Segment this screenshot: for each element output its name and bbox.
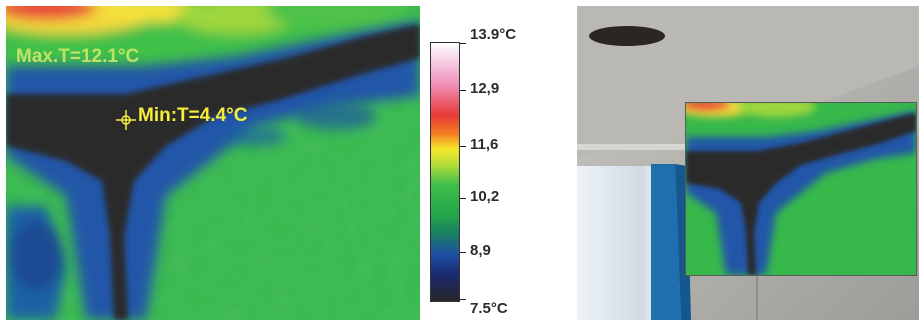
scale-label: 10,2 — [470, 188, 500, 205]
room-photo — [577, 6, 919, 320]
min-temperature-label: Min:T=4.4°C — [138, 105, 248, 126]
thermal-image: Max.T=12.1°C Min:T=4.4°C — [6, 6, 420, 320]
inset-heatmap — [686, 103, 916, 275]
scale-label: 12,9 — [470, 80, 500, 97]
scale-tick — [460, 252, 466, 253]
thermal-heatmap — [6, 6, 420, 320]
scale-tick — [460, 90, 466, 91]
scale-label: 11,6 — [470, 136, 499, 153]
scale-tick — [460, 198, 466, 199]
max-temperature-label: Max.T=12.1°C — [16, 46, 140, 67]
scale-label: 8,9 — [470, 242, 491, 259]
crosshair-icon — [116, 110, 136, 130]
temperature-color-scale — [430, 42, 460, 302]
scale-label-max: 13.9°C — [470, 26, 517, 43]
thermal-overlay-inset — [685, 102, 917, 276]
scale-tick — [460, 299, 466, 300]
scale-tick — [460, 146, 466, 147]
scale-label-min: 7.5°C — [470, 300, 508, 317]
scale-tick — [460, 43, 466, 44]
